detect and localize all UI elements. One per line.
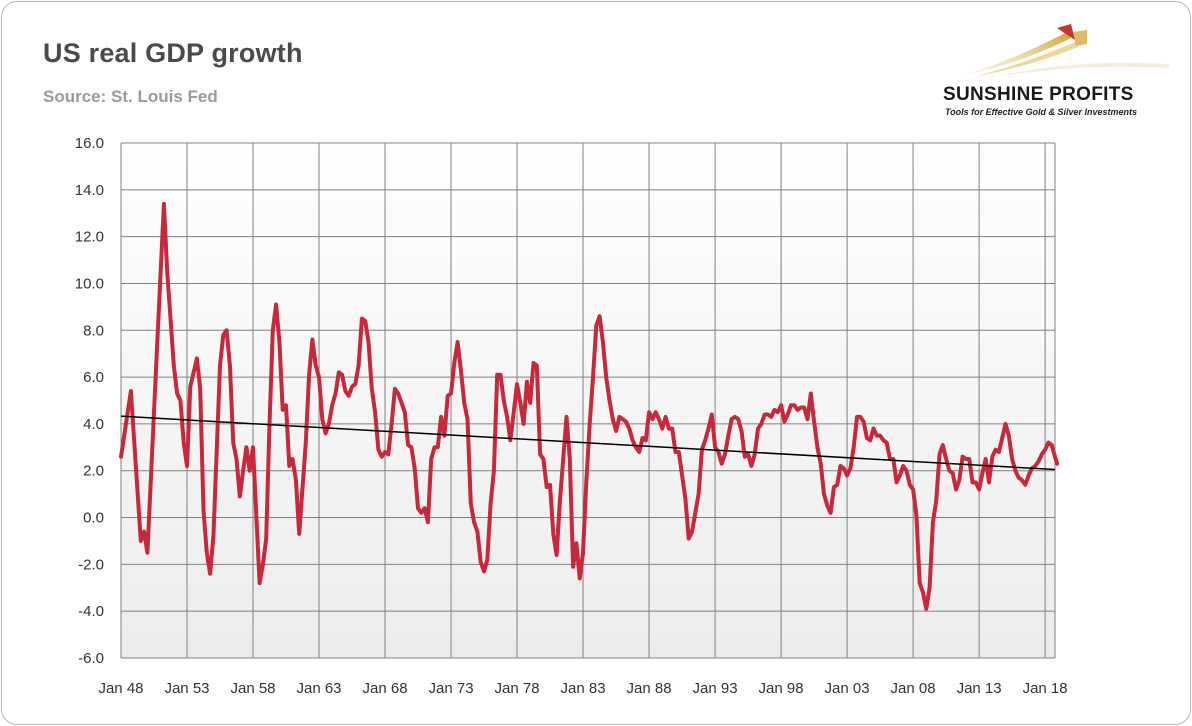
logo-tagline-text: Tools for Effective Gold & Silver Invest… [945,107,1138,117]
horizontal-gridlines [121,142,1055,659]
x-tick-label: Jan 53 [164,680,209,697]
series-line-gdp-growth [119,201,1060,611]
x-tick-label: Jan 68 [363,680,408,697]
logo-swoosh-icon [961,24,1169,76]
trend-line [120,415,1056,471]
x-tick-label: Jan 58 [230,680,275,697]
x-tick-label: Jan 73 [429,680,474,697]
y-tick-label: 2.0 [83,463,104,480]
x-tick-label: Jan 48 [98,680,143,697]
x-tick-label: Jan 63 [296,680,341,697]
sunshine-profits-logo: SUNSHINE PROFITS Tools for Effective Gol… [937,20,1177,120]
y-tick-label: -4.0 [78,603,104,620]
y-tick-label: 12.0 [75,229,104,246]
chart-subtitle: Source: St. Louis Fed [43,87,218,106]
y-tick-label: 14.0 [75,182,104,199]
y-tick-label: 16.0 [75,135,104,152]
y-tick-label: 6.0 [83,369,104,386]
y-tick-label: -2.0 [78,556,104,573]
chart-title: US real GDP growth [43,38,303,68]
x-tick-label: Jan 08 [891,680,936,697]
logo-brand-text: SUNSHINE PROFITS [943,84,1134,105]
x-tick-label: Jan 78 [495,680,540,697]
x-tick-label: Jan 83 [561,680,606,697]
y-axis-tick-labels: 16.0 14.0 12.0 10.0 8.0 6.0 4.0 2.0 0.0 -2.0 -4.0 -… [75,135,104,667]
x-tick-label: Jan 13 [957,680,1002,697]
x-tick-label: Jan 18 [1023,680,1068,697]
y-tick-label: 0.0 [83,510,104,527]
plot-area [121,143,1055,658]
x-tick-label: Jan 03 [825,680,870,697]
y-tick-label: -6.0 [78,650,104,667]
x-tick-label: Jan 93 [693,680,738,697]
x-tick-label: Jan 98 [759,680,804,697]
x-axis-tick-labels: Jan 48 Jan 53 Jan 58 Jan 63 Jan 68 Jan 73 Jan … [98,680,1067,697]
y-tick-label: 8.0 [83,322,104,339]
y-tick-label: 4.0 [83,416,104,433]
x-tick-label: Jan 88 [627,680,672,697]
y-tick-label: 10.0 [75,275,104,292]
